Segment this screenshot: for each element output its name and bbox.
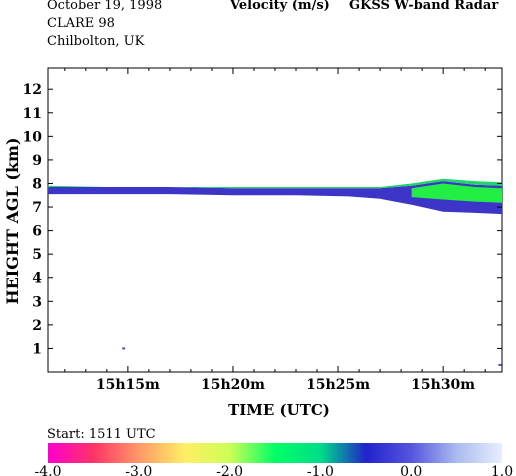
cloud-echo-layer [48,178,502,215]
y-tick-label: 7 [32,200,42,216]
y-tick-label: 4 [32,271,42,287]
quantity-label: Velocity (m/s) [230,0,330,13]
instrument-label: GKSS W-band Radar [349,0,499,13]
x-tick-label: 15h25m [306,377,370,393]
campaign-label: CLARE 98 [47,16,115,31]
x-axis: 15h15m 15h20m 15h25m 15h30m [64,68,486,393]
colorbar-tick-label: -2.0 [216,464,243,476]
y-tick-label: 2 [32,318,42,334]
noise-speck [498,363,502,366]
colorbar-ticks: -4.0 -3.0 -2.0 -1.0 0.0 1.0 [35,464,514,476]
plot-area [47,67,503,373]
y-tick-label: 5 [32,247,42,263]
y-tick-label: 6 [32,224,42,240]
y-tick-label: 1 [32,341,42,357]
colorbar-tick-label: -4.0 [35,464,62,476]
y-tick-label: 12 [23,82,42,98]
y-tick-label: 11 [23,106,42,122]
colorbar-tick-label: -1.0 [307,464,334,476]
colorbar-tick-label: 1.0 [491,464,513,476]
cloud-blue-band [48,181,502,215]
y-tick-label: 9 [32,153,42,169]
x-tick-label: 15h15m [96,377,160,393]
x-tick-label: 15h30m [411,377,475,393]
y-tick-label: 8 [32,176,42,192]
colorbar-tick-label: 0.0 [400,464,422,476]
cloud-green-core [411,183,502,203]
location-label: Chilbolton, UK [47,34,145,49]
y-tick-label: 10 [23,129,43,145]
x-tick-label: 15h20m [201,377,265,393]
start-label: Start: 1511 UTC [47,427,156,442]
y-tick-label: 3 [32,294,42,310]
y-axis-label: HEIGHT AGL (km) [3,137,22,304]
colorbar-tick-label: -3.0 [125,464,152,476]
x-axis-label: TIME (UTC) [228,401,330,419]
noise-specks [122,347,502,366]
colorbar [48,443,502,463]
noise-speck [122,347,126,350]
date-label: October 19, 1998 [47,0,163,13]
